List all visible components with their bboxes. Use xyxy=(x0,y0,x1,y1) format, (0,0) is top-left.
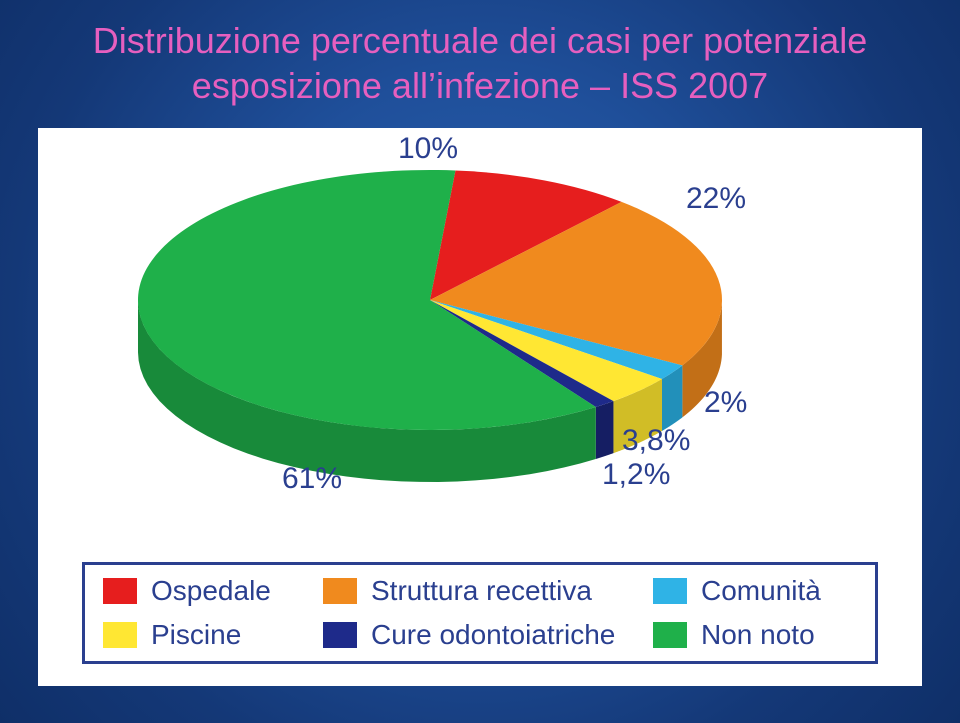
swatch-non_noto xyxy=(653,622,687,648)
legend-item-cure: Cure odontoiatriche xyxy=(323,619,653,651)
swatch-struttura xyxy=(323,578,357,604)
legend-label: Non noto xyxy=(701,619,815,651)
legend-item-struttura: Struttura recettiva xyxy=(323,575,653,607)
pct-label-cure: 1,2% xyxy=(602,458,670,492)
legend-item-non_noto: Non noto xyxy=(653,619,899,651)
pct-label-piscine: 3,8% xyxy=(622,424,690,458)
slide-title: Distribuzione percentuale dei casi per p… xyxy=(0,18,960,108)
pct-label-non_noto: 61% xyxy=(282,462,342,496)
legend-item-piscine: Piscine xyxy=(103,619,323,651)
swatch-comunita xyxy=(653,578,687,604)
legend-label: Ospedale xyxy=(151,575,271,607)
pie-chart: 10% 22% 2% 3,8% 1,2% 61% xyxy=(38,128,922,568)
swatch-ospedale xyxy=(103,578,137,604)
pct-label-ospedale: 10% xyxy=(398,132,458,166)
legend-item-comunita: Comunità xyxy=(653,575,899,607)
slide: Distribuzione percentuale dei casi per p… xyxy=(0,0,960,723)
swatch-cure xyxy=(323,622,357,648)
legend-label: Cure odontoiatriche xyxy=(371,619,615,651)
legend-label: Comunità xyxy=(701,575,821,607)
pct-label-struttura: 22% xyxy=(686,182,746,216)
legend: Ospedale Struttura recettiva Comunità Pi… xyxy=(82,562,878,664)
legend-label: Struttura recettiva xyxy=(371,575,592,607)
swatch-piscine xyxy=(103,622,137,648)
pct-label-comunita: 2% xyxy=(704,386,747,420)
legend-label: Piscine xyxy=(151,619,241,651)
legend-item-ospedale: Ospedale xyxy=(103,575,323,607)
chart-panel: 10% 22% 2% 3,8% 1,2% 61% Ospedale Strutt… xyxy=(38,128,922,686)
